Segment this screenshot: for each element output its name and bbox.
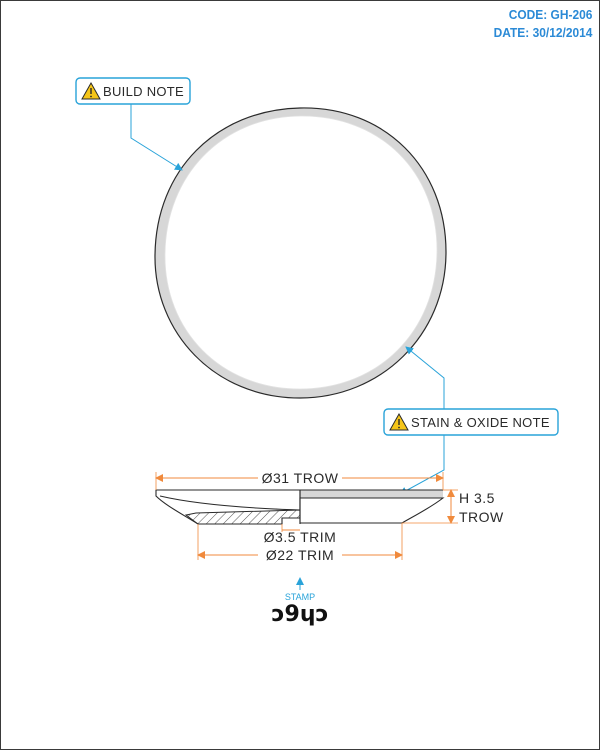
warning-icon <box>81 81 101 100</box>
plate-section-view <box>155 489 445 525</box>
title-block: CODE: GH-206 DATE: 30/12/2014 <box>493 6 592 42</box>
stain-note-box <box>383 408 559 436</box>
drawing-date: DATE: 30/12/2014 <box>493 25 592 40</box>
plate-top-view <box>154 107 447 399</box>
build-note-box <box>75 77 191 105</box>
stain-note-label: STAIN & OXIDE NOTE <box>411 415 550 430</box>
stain-note-leader-bottom <box>399 435 445 495</box>
section-profile-right <box>299 497 445 524</box>
rim-glaze-band <box>300 490 443 498</box>
build-note-callout: BUILD NOTE <box>75 77 191 171</box>
dimension-height: H 3.5 TROW <box>402 489 504 525</box>
stain-note-leader-top <box>405 346 445 409</box>
section-upper-curve <box>159 495 301 511</box>
stain-note-callout: STAIN & OXIDE NOTE <box>383 346 559 495</box>
stamp-mark: ɔ9ɥɔ <box>271 602 328 627</box>
dimension-foot-small: Ø3.5 TRIM <box>264 524 337 545</box>
drawing-code: CODE: GH-206 <box>508 7 592 22</box>
height-unit-label: TROW <box>459 509 504 525</box>
stamp: STAMP ɔ9ɥɔ <box>271 577 329 627</box>
plate-well <box>164 115 438 390</box>
height-label: H 3.5 <box>459 490 495 506</box>
foot-diameter-label: Ø22 TRIM <box>266 547 334 563</box>
build-note-leader <box>130 104 183 171</box>
dimension-overall-diameter: Ø31 TROW <box>155 468 444 490</box>
build-note-label: BUILD NOTE <box>103 84 184 99</box>
foot-small-label: Ø3.5 TRIM <box>264 529 337 545</box>
warning-icon <box>389 412 409 431</box>
stamp-label: STAMP <box>285 592 315 602</box>
dimension-foot-diameter: Ø22 TRIM <box>197 523 403 564</box>
overall-diameter-label: Ø31 TROW <box>262 470 339 486</box>
section-hatch <box>184 509 301 525</box>
